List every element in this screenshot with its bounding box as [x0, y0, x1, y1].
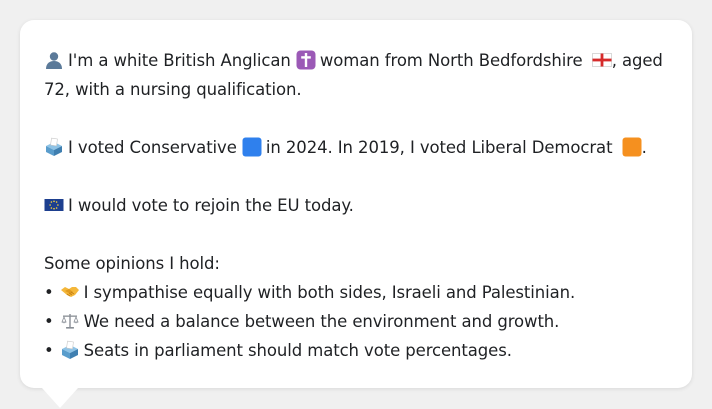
eu-text: I would vote to rejoin the EU today. [68, 196, 354, 215]
eu-flag-icon [44, 195, 64, 215]
opinion-item: • We need a balance between the environm… [44, 307, 668, 336]
intro-text-c: , aged 72, with a nursing qualification. [44, 51, 663, 99]
vote-line: I voted Conservative in 2024. In 2019, I… [44, 133, 668, 162]
intro-text-b: woman from North Bedfordshire [319, 51, 583, 70]
opinions-heading: Some opinions I hold: [44, 254, 220, 273]
eu-line: I would vote to rejoin the EU today. [44, 191, 668, 220]
handshake-icon [60, 282, 80, 302]
vote-text-b: in 2024. In 2019, I voted Liberal Democr… [265, 138, 613, 157]
intro-text-a: I'm a white British Anglican [68, 51, 291, 70]
speech-bubble-tail [42, 388, 78, 408]
balance-scale-icon [60, 311, 80, 331]
opinion-item: • Seats in parliament should match vote … [44, 336, 668, 365]
bullet: • [44, 283, 54, 302]
opinion-item: • I sympathise equally with both sides, … [44, 278, 668, 307]
england-flag-icon [591, 50, 612, 70]
bullet: • [44, 341, 54, 360]
vote-text-a: I voted Conservative [68, 138, 237, 157]
ballot-box-icon [44, 137, 64, 157]
ballot-box-icon [60, 340, 80, 360]
opinion-text: I sympathise equally with both sides, Is… [83, 283, 576, 302]
person-icon [44, 50, 64, 70]
profile-card: I'm a white British Anglican woman from … [20, 20, 692, 388]
bullet: • [44, 312, 54, 331]
orange-square-icon [622, 137, 642, 157]
opinion-text: Seats in parliament should match vote pe… [83, 341, 512, 360]
opinion-text: We need a balance between the environmen… [83, 312, 560, 331]
latin-cross-icon [296, 50, 316, 70]
blue-square-icon [242, 137, 262, 157]
vote-text-c: . [641, 138, 647, 157]
intro-line: I'm a white British Anglican woman from … [44, 46, 668, 104]
